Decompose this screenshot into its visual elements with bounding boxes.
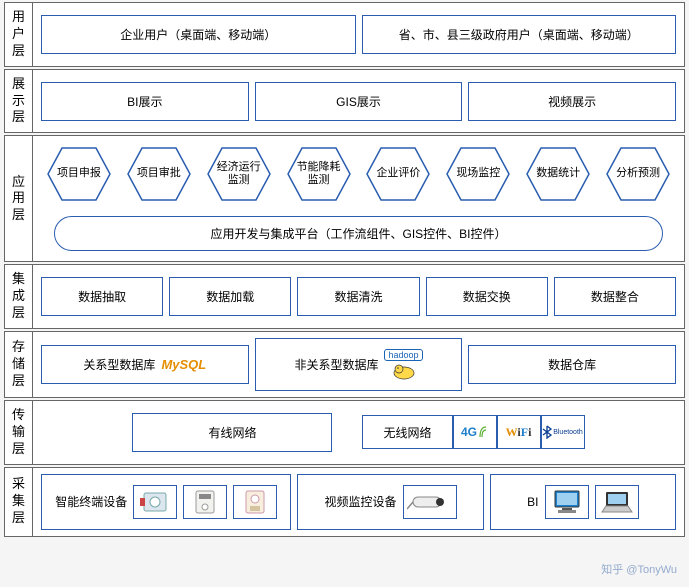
collect-terminal-box: 智能终端设备 [41,474,291,530]
collect-video-box: 视频监控设备 [297,474,483,530]
collect-terminal-label: 智能终端设备 [55,493,127,510]
app-hex-row: 项目申报 项目审批 经济运行监测 节能降耗监测 企业评价 现场监控 数据统计 分… [41,146,676,202]
int-consolidate-box: 数据整合 [554,277,676,316]
pc-icon [545,485,589,519]
layer-integrate: 集成层 数据抽取 数据加载 数据清洗 数据交换 数据整合 [4,264,685,329]
mysql-logo-icon: MySQL [161,357,206,372]
int-clean-box: 数据清洗 [297,277,419,316]
int-extract-box: 数据抽取 [41,277,163,316]
layer-label-integrate: 集成层 [5,265,33,328]
layer-transport: 传输层 有线网络 无线网络 4G WiFi Bluetooth [4,400,685,465]
laptop-icon [595,485,639,519]
hadoop-logo-icon: hadoop [384,349,422,380]
hex-enterprise-eval: 企业评价 [365,146,431,202]
display-video-box: 视频展示 [468,82,676,121]
hex-energy-monitor: 节能降耗监测 [286,146,352,202]
storage-rdb-label: 关系型数据库 [83,356,155,373]
hex-onsite-monitor: 现场监控 [445,146,511,202]
transport-wireless-group: 无线网络 4G WiFi Bluetooth [362,415,584,449]
hex-data-stats: 数据统计 [525,146,591,202]
user-gov-box: 省、市、县三级政府用户（桌面端、移动端） [362,15,677,54]
layer-label-display: 展示层 [5,70,33,133]
layer-label-user: 用户层 [5,3,33,66]
camera-icon [403,485,457,519]
hex-project-apply: 项目申报 [46,146,112,202]
transport-wired-box: 有线网络 [132,413,332,452]
layer-collect: 采集层 智能终端设备 视频监控设备 BI [4,467,685,537]
hex-economy-monitor: 经济运行监测 [206,146,272,202]
layer-label-transport: 传输层 [5,401,33,464]
collect-bi-box: BI [490,474,676,530]
wifi-icon: WiFi [497,415,541,449]
storage-nosql-box: 非关系型数据库 hadoop [255,338,463,391]
meter2-icon [183,485,227,519]
display-bi-box: BI展示 [41,82,249,121]
transport-wireless-label: 无线网络 [362,415,452,449]
storage-dw-box: 数据仓库 [468,345,676,384]
int-load-box: 数据加载 [169,277,291,316]
int-exchange-box: 数据交换 [426,277,548,316]
layer-label-app: 应用层 [5,136,33,261]
layer-storage: 存储层 关系型数据库 MySQL 非关系型数据库 hadoop 数据仓库 [4,331,685,398]
user-enterprise-box: 企业用户（桌面端、移动端） [41,15,356,54]
layer-user: 用户层 企业用户（桌面端、移动端） 省、市、县三级政府用户（桌面端、移动端） [4,2,685,67]
display-gis-box: GIS展示 [255,82,463,121]
layer-label-storage: 存储层 [5,332,33,397]
bluetooth-icon: Bluetooth [541,415,585,449]
layer-display: 展示层 BI展示 GIS展示 视频展示 [4,69,685,134]
storage-rdb-box: 关系型数据库 MySQL [41,345,249,384]
meter3-icon [233,485,277,519]
collect-bi-label: BI [527,495,538,509]
meter1-icon [133,485,177,519]
watermark-text: 知乎 @TonyWu [601,561,677,577]
collect-video-label: 视频监控设备 [325,493,397,510]
layer-app: 应用层 项目申报 项目审批 经济运行监测 节能降耗监测 企业评价 现场监控 数据… [4,135,685,262]
fourg-icon: 4G [453,415,497,449]
app-platform-pill: 应用开发与集成平台（工作流组件、GIS控件、BI控件） [54,216,664,251]
hex-analysis-predict: 分析预测 [605,146,671,202]
storage-nosql-label: 非关系型数据库 [294,356,378,373]
layer-label-collect: 采集层 [5,468,33,536]
hex-project-approve: 项目审批 [126,146,192,202]
